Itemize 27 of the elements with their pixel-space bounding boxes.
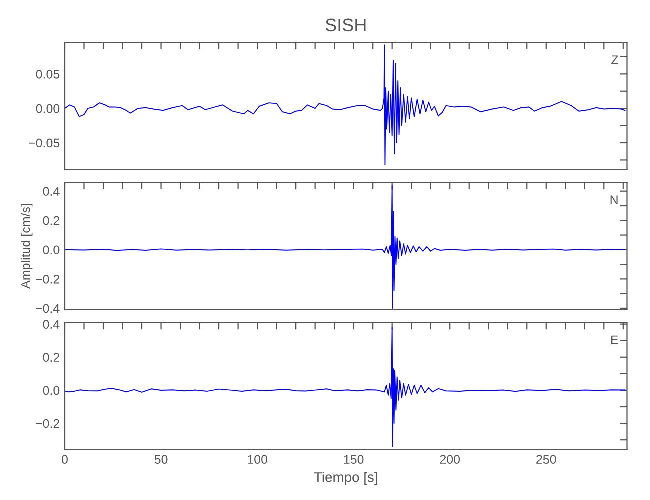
line-series: [65, 44, 626, 166]
x-tick-label: 150: [344, 455, 364, 464]
x-tick-label: 50: [154, 455, 168, 464]
x-tick-label: 100: [248, 455, 268, 464]
x-axis-title: Tiempo [s]: [314, 472, 378, 486]
y-tick-label: −0.2: [36, 419, 60, 428]
y-tick-label: 0.4: [43, 320, 60, 329]
y-tick-label: 0.2: [43, 353, 60, 362]
y-axis-title: Amplitud [cm/s]: [21, 204, 33, 289]
y-tick-label: −0.4: [36, 304, 60, 314]
y-tick-label: 0.00: [36, 104, 60, 114]
x-tick-label: 0: [62, 455, 68, 464]
annotation: Z: [612, 56, 618, 64]
line-series: [65, 185, 626, 309]
y-tick-label: 0.0: [43, 386, 60, 396]
y-tick-label: 0.0: [43, 246, 60, 255]
y-tick-label: −0.2: [36, 274, 60, 284]
y-tick-label: 0.05: [36, 70, 60, 79]
line-series: [65, 327, 626, 448]
annotation: N: [610, 196, 618, 204]
y-tick-label: 0.2: [43, 216, 60, 226]
chart-title: SISH: [326, 18, 366, 32]
annotation: E: [612, 336, 618, 344]
y-tick-label: 0.4: [43, 187, 60, 196]
x-tick-label: 250: [536, 455, 556, 464]
y-tick-label: −0.05: [29, 138, 60, 148]
x-tick-label: 200: [440, 455, 460, 464]
